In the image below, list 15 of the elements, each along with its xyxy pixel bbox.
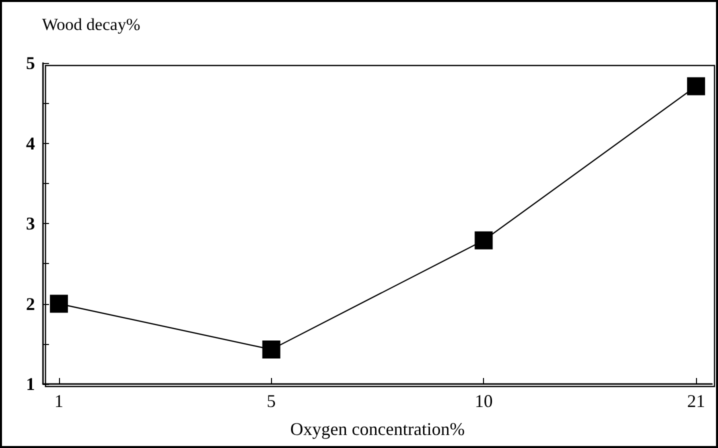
x-tick-label: 21 bbox=[687, 391, 706, 411]
y-tick-label: 5 bbox=[26, 53, 35, 73]
x-axis-title: Oxygen concentration% bbox=[290, 419, 465, 439]
y-tick-label: 4 bbox=[26, 133, 35, 154]
point bbox=[474, 231, 493, 250]
point bbox=[687, 77, 706, 96]
y-tick-label: 1 bbox=[26, 374, 35, 394]
point bbox=[50, 294, 68, 313]
x-tick-label: 1 bbox=[54, 391, 64, 411]
y-axis-title: Wood decay% bbox=[42, 15, 140, 34]
x-tick-label: 10 bbox=[474, 391, 493, 411]
y-tick-label: 3 bbox=[26, 214, 35, 234]
y-tick-label: 2 bbox=[26, 294, 35, 314]
x-tick-label: 5 bbox=[266, 391, 276, 411]
point bbox=[262, 340, 280, 358]
